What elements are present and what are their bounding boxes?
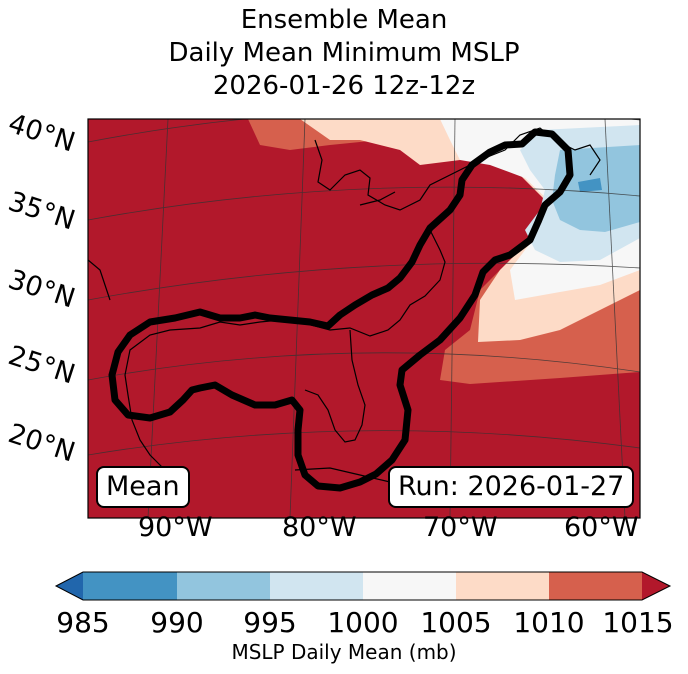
colorbar-extend-min bbox=[56, 572, 83, 600]
colorbar-extend-max bbox=[642, 572, 670, 600]
title-line-3: 2026-01-26 12z-12z bbox=[212, 71, 476, 101]
colorbar-tick-1000: 1000 bbox=[327, 606, 399, 639]
colorbar-bin-995-1000 bbox=[270, 572, 363, 600]
lon-label-60w: 60°W bbox=[564, 512, 639, 543]
colorbar-bin-1010-1015 bbox=[549, 572, 642, 600]
colorbar-bin-990-995 bbox=[177, 572, 270, 600]
field-985 bbox=[578, 178, 602, 192]
colorbar-tick-985: 985 bbox=[56, 606, 110, 639]
ensemble-contour bbox=[108, 128, 574, 492]
graticule bbox=[88, 119, 640, 518]
lon-label-80w: 80°W bbox=[282, 512, 357, 543]
lon-label-70w: 70°W bbox=[423, 512, 498, 543]
mean-label-box: Mean bbox=[96, 466, 190, 508]
colorbar-bin-985-990 bbox=[83, 572, 177, 600]
colorbar-bin-1005-1010 bbox=[456, 572, 549, 600]
colorbar-tick-1005: 1005 bbox=[420, 606, 492, 639]
colorbar-tick-1015: 1015 bbox=[602, 606, 674, 639]
colorbar-outline bbox=[54, 571, 672, 601]
title-line-1: Ensemble Mean bbox=[240, 5, 448, 35]
colorbar-label: MSLP Daily Mean (mb) bbox=[231, 640, 457, 664]
colorbar-tick-1010: 1010 bbox=[513, 606, 585, 639]
colorbar-tick-995: 995 bbox=[243, 606, 297, 639]
colorbar-bin-1000-1005 bbox=[363, 572, 456, 600]
colorbar-tick-990: 990 bbox=[150, 606, 204, 639]
run-date-box: Run: 2026-01-27 bbox=[388, 466, 635, 508]
lon-label-90w: 90°W bbox=[138, 512, 213, 543]
title-line-2: Daily Mean Minimum MSLP bbox=[168, 38, 520, 68]
map-frame bbox=[87, 118, 641, 519]
pressure-field bbox=[88, 119, 640, 518]
